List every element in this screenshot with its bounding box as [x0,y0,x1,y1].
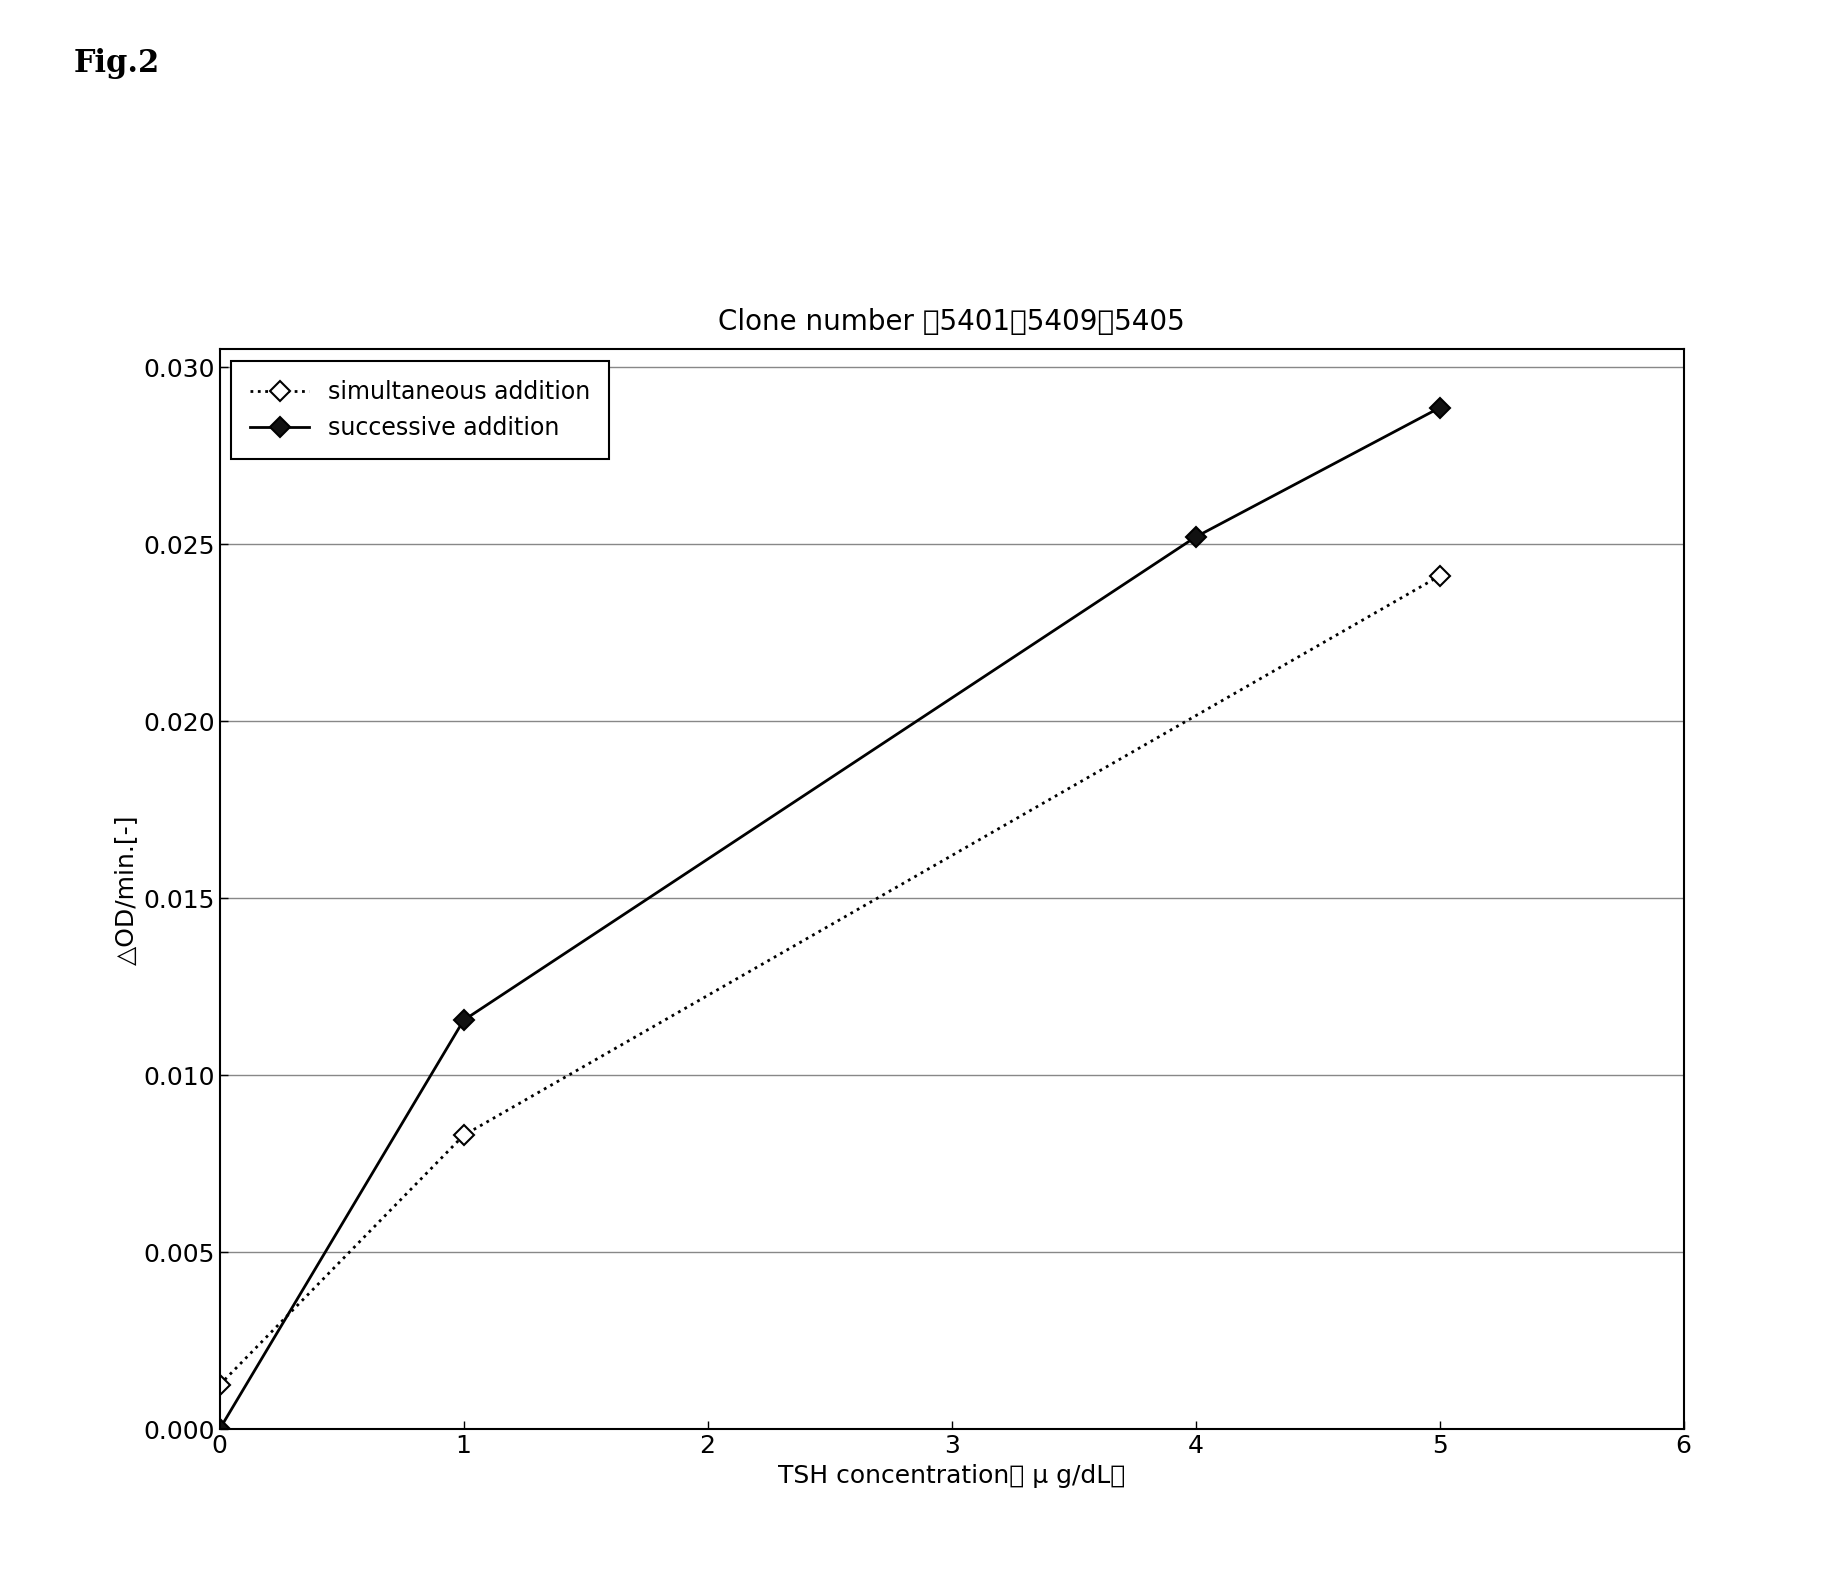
successive addition [452,1010,474,1029]
Text: Fig.2: Fig.2 [73,48,159,79]
Line: simultaneous addition: simultaneous addition [212,569,1446,1393]
simultaneous addition [1429,567,1451,586]
successive addition [1184,527,1206,546]
Title: Clone number ：5401、5409、5405: Clone number ：5401、5409、5405 [717,308,1186,337]
Line: successive addition: successive addition [212,400,1446,1436]
X-axis label: TSH concentration［ μ g/dL］: TSH concentration［ μ g/dL］ [778,1464,1125,1488]
simultaneous addition [209,1375,231,1394]
simultaneous addition [452,1126,474,1145]
Legend: simultaneous addition, successive addition: simultaneous addition, successive additi… [231,360,609,459]
successive addition [1429,399,1451,418]
Y-axis label: △OD/min.[-]: △OD/min.[-] [113,815,137,964]
successive addition [209,1420,231,1439]
